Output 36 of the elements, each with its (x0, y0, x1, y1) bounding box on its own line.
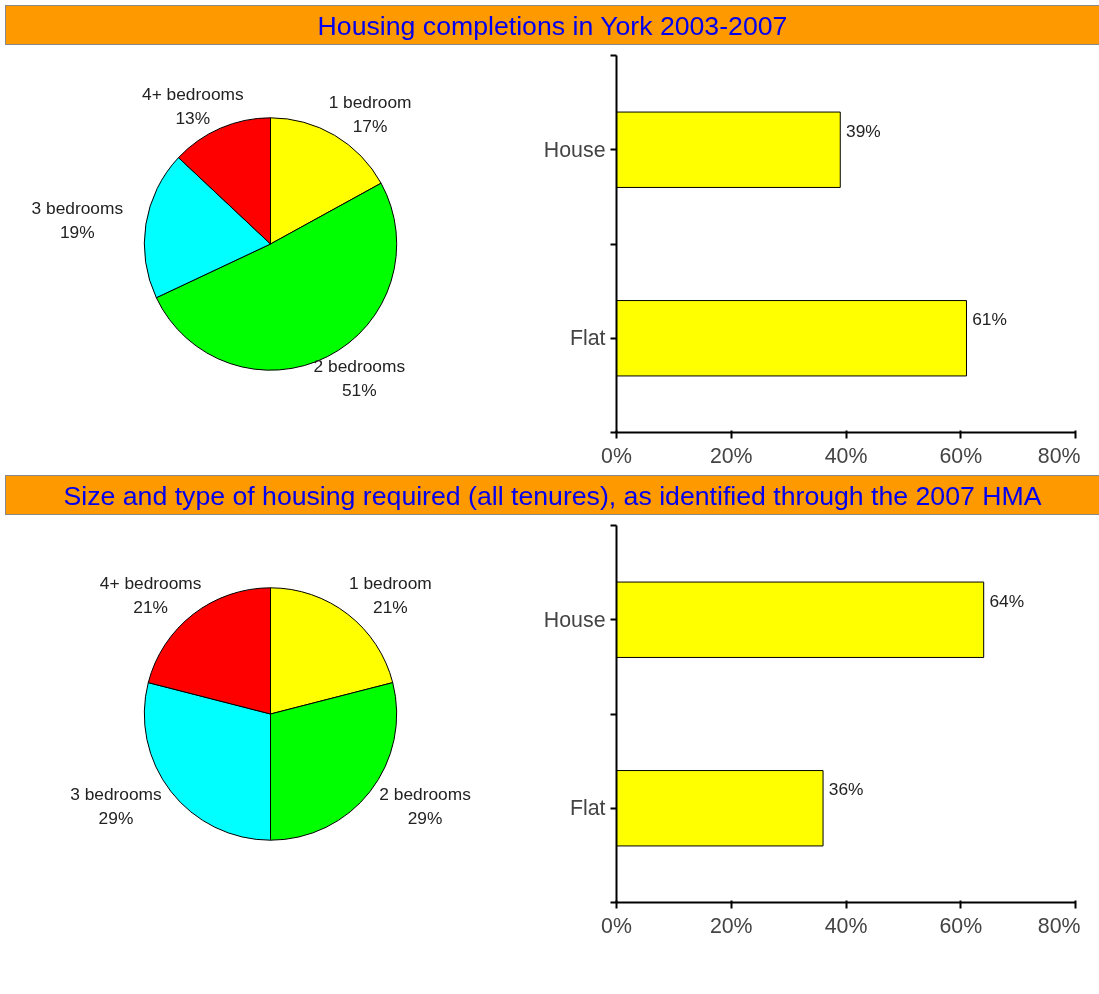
data-label: 39% (846, 120, 881, 141)
slice-label: 2 bedrooms (313, 356, 406, 377)
x-tick-label: 60% (939, 913, 983, 938)
x-tick-label: 60% (939, 443, 983, 468)
data-label: 13% (175, 107, 211, 128)
y-tick-label: House (543, 607, 606, 632)
slice-label: 1 bedroom (328, 92, 412, 113)
x-tick-label: 0% (601, 913, 632, 938)
x-tick-label: 40% (824, 443, 868, 468)
y-tick-label: Flat (569, 326, 606, 351)
text: Housing completions in York 2003-2007 (317, 10, 788, 43)
slice-label: 1 bedroom (348, 572, 432, 593)
x-tick-label: 20% (709, 913, 753, 938)
data-label: 51% (341, 380, 377, 401)
data-label: 21% (373, 596, 408, 617)
data-label: 64% (989, 590, 1025, 611)
x-tick-label: 20% (709, 443, 753, 468)
slice-label: 4+ bedrooms (142, 83, 244, 104)
data-label: 21% (133, 596, 168, 617)
x-tick-label: 0% (601, 443, 632, 468)
slice-label: 2 bedrooms (379, 784, 472, 805)
slice-label: 4+ bedrooms (99, 572, 202, 593)
data-label: 19% (59, 222, 95, 243)
x-tick-label: 40% (824, 913, 868, 938)
data-label: 36% (828, 779, 864, 800)
slice-label: 3 bedrooms (31, 198, 124, 219)
y-tick-label: House (543, 137, 606, 162)
data-label: 29% (407, 808, 443, 829)
slice-label: 3 bedrooms (70, 784, 163, 805)
data-label: 17% (352, 116, 388, 137)
y-tick-label: Flat (569, 796, 606, 821)
x-tick-label: 80% (1037, 913, 1081, 938)
data-label: 61% (972, 309, 1007, 330)
data-label: 29% (98, 808, 134, 829)
x-tick-label: 80% (1037, 443, 1081, 468)
text: Size and type of housing required (all tenures), as identified through the 2007 HMA (63, 480, 1042, 513)
